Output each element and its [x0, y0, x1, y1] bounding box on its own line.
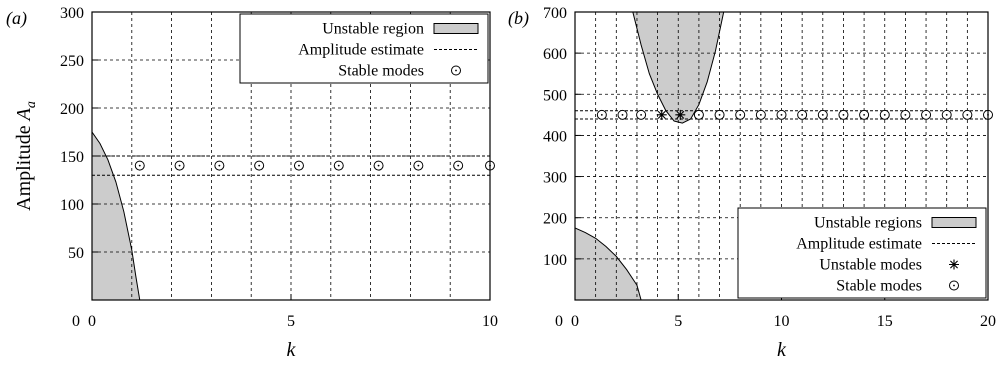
stable-mode-marker-dot: [759, 113, 762, 116]
stable-mode-marker-dot: [600, 113, 603, 116]
x-tick-label: 5: [287, 313, 295, 330]
stable-mode-marker-dot: [698, 113, 700, 116]
legend: Unstable region Amplitude estimate Stable …: [239, 13, 489, 84]
x-tick-label: 0: [571, 313, 579, 330]
stable-mode-marker-dot: [739, 113, 742, 116]
stable-mode-marker-dot: [966, 113, 969, 116]
stable-mode-marker-dot: [621, 113, 624, 116]
unstable-region: [92, 131, 141, 300]
panel-label: (a): [6, 8, 27, 29]
legend-label: Stable modes: [836, 278, 922, 295]
y-tick-label: 100: [543, 252, 567, 269]
x-tick-label: 10: [482, 313, 498, 330]
y-tick-label: 150: [60, 149, 84, 166]
stable-mode-marker-dot: [821, 113, 824, 116]
y-tick-label: 300: [60, 5, 84, 22]
legend-label: Unstable region: [322, 21, 424, 38]
stable-mode-marker-dot: [258, 164, 261, 167]
stable-mode-marker-dot: [801, 113, 804, 116]
x-tick-label: 15: [877, 313, 893, 330]
unstable-mode-marker: [656, 109, 667, 120]
stable-mode-marker-dot: [417, 164, 420, 167]
y-tick-label: 200: [60, 101, 84, 118]
stable-mode-marker-dot: [842, 113, 845, 116]
legend-swatch-unstable: [949, 259, 959, 270]
x-tick-label: 0: [88, 313, 96, 330]
origin-tick-label: 0: [72, 313, 80, 330]
x-axis-label: k: [777, 339, 787, 361]
panel-b: 0 5 10 15 20 100 200 300 400 500 600 700 0 k (b) Unstab…: [508, 5, 996, 361]
stable-mode-marker-dot: [863, 113, 865, 116]
stable-mode-marker-dot: [377, 164, 380, 167]
y-tick-label: 600: [543, 46, 567, 63]
y-axis-label: Amplitude Aa: [13, 101, 39, 211]
stable-mode-marker-dot: [298, 164, 300, 167]
stable-mode-marker-dot: [945, 113, 948, 116]
legend-swatch-region: [931, 217, 977, 228]
legend-label: Unstable regions: [814, 215, 922, 232]
stable-mode-marker-dot: [883, 113, 886, 116]
legend-label: Amplitude estimate: [298, 42, 424, 59]
y-tick-label: 300: [543, 170, 567, 187]
y-tick-label: 100: [60, 197, 84, 214]
legend-label: Unstable modes: [819, 257, 922, 274]
legend-label: Amplitude estimate: [796, 236, 922, 253]
legend-swatch-stable-dot: [455, 69, 457, 72]
unstable-region: [575, 227, 642, 300]
x-axis-label: k: [287, 339, 297, 361]
y-tick-label: 250: [60, 53, 84, 70]
y-tick-label: 400: [543, 128, 567, 145]
y-tick-label: 200: [543, 211, 567, 228]
x-tick-label: 5: [674, 313, 682, 330]
stable-mode-marker-dot: [337, 164, 340, 167]
panel-a: 0 5 10 50 100 150 200 250 300 0 k Amplitude Aa (a) Un…: [6, 5, 498, 361]
legend: Unstable regions Amplitude estimate Unstab…: [737, 207, 987, 299]
y-tick-label: 500: [543, 87, 567, 104]
stable-mode-marker-dot: [640, 113, 642, 116]
legend-swatch-stable-dot: [953, 284, 955, 287]
stable-mode-marker-dot: [780, 113, 783, 116]
x-tick-label: 10: [774, 313, 790, 330]
x-tick-label: 20: [980, 313, 996, 330]
panel-label: (b): [508, 8, 529, 29]
legend-label: Stable modes: [338, 63, 424, 80]
unstable-mode-marker: [675, 109, 686, 120]
stable-mode-marker-dot: [138, 164, 141, 167]
stable-mode-marker-dot: [218, 164, 221, 167]
legend-swatch-region: [433, 23, 479, 34]
stable-mode-marker-dot: [457, 164, 460, 167]
origin-tick-label: 0: [555, 313, 563, 330]
y-tick-label: 50: [68, 245, 84, 262]
y-tick-label: 700: [543, 5, 567, 22]
stable-mode-marker-dot: [718, 113, 721, 116]
stable-mode-marker-dot: [904, 113, 907, 116]
stable-mode-marker-dot: [925, 113, 927, 116]
stable-mode-marker-dot: [178, 164, 181, 167]
